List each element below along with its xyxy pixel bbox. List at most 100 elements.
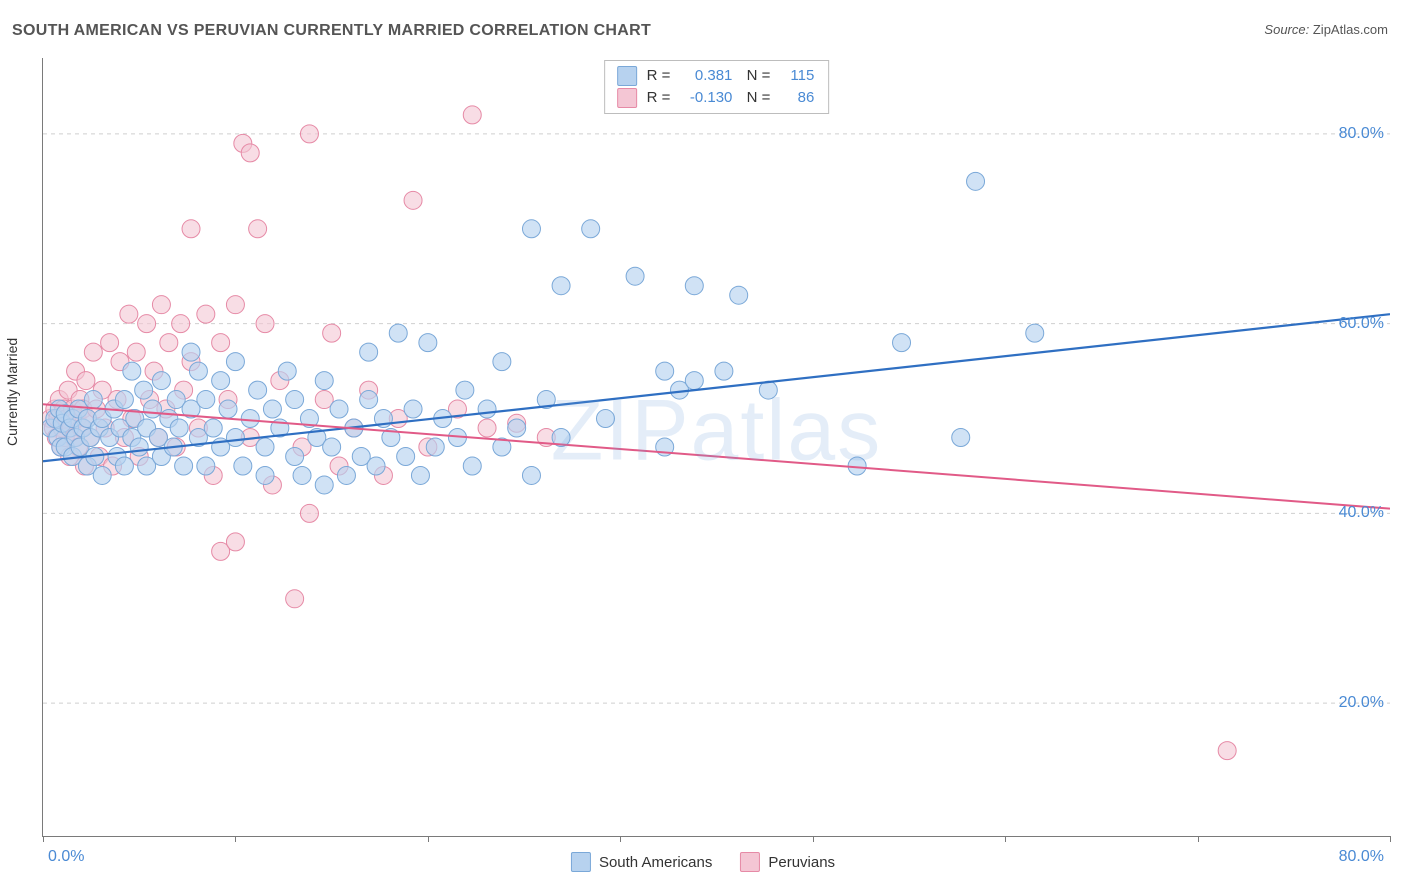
scatter-point: [552, 277, 570, 295]
source-value: ZipAtlas.com: [1313, 22, 1388, 37]
scatter-point: [315, 372, 333, 390]
y-axis-label: 40.0%: [1339, 504, 1384, 522]
scatter-point: [219, 400, 237, 418]
scatter-point: [656, 362, 674, 380]
scatter-point: [249, 381, 267, 399]
scatter-point: [84, 343, 102, 361]
n-value-1: 86: [780, 87, 814, 109]
scatter-point: [256, 438, 274, 456]
plot-area: ZIPatlas R = 0.381 N = 115 R = -0.130 N …: [42, 58, 1390, 837]
scatter-point: [893, 334, 911, 352]
scatter-point: [77, 372, 95, 390]
scatter-point: [197, 305, 215, 323]
scatter-point: [456, 381, 474, 399]
legend-item-1: Peruvians: [740, 852, 835, 872]
source-label: Source:: [1264, 22, 1309, 37]
scatter-point: [337, 466, 355, 484]
scatter-point: [123, 362, 141, 380]
scatter-point: [241, 144, 259, 162]
scatter-point: [256, 315, 274, 333]
scatter-point: [300, 125, 318, 143]
source-attribution: Source: ZipAtlas.com: [1264, 22, 1388, 37]
scatter-point: [226, 429, 244, 447]
scatter-point: [715, 362, 733, 380]
scatter-point: [293, 466, 311, 484]
scatter-point: [508, 419, 526, 437]
scatter-point: [426, 438, 444, 456]
r-label: R =: [647, 65, 671, 87]
scatter-point: [967, 172, 985, 190]
scatter-point: [685, 372, 703, 390]
scatter-point: [170, 419, 188, 437]
scatter-point: [241, 410, 259, 428]
x-tick: [235, 836, 236, 842]
legend-series: South Americans Peruvians: [571, 852, 835, 872]
scatter-point: [404, 191, 422, 209]
scatter-point: [478, 400, 496, 418]
scatter-point: [315, 476, 333, 494]
scatter-point: [138, 315, 156, 333]
chart-container: SOUTH AMERICAN VS PERUVIAN CURRENTLY MAR…: [0, 0, 1406, 892]
scatter-point: [182, 220, 200, 238]
scatter-point: [522, 466, 540, 484]
x-tick: [620, 836, 621, 842]
legend-item-0: South Americans: [571, 852, 712, 872]
n-label: N =: [742, 87, 770, 109]
scatter-point: [234, 457, 252, 475]
legend-stats-row-0: R = 0.381 N = 115: [617, 65, 815, 87]
scatter-point: [93, 466, 111, 484]
scatter-point: [278, 362, 296, 380]
n-label: N =: [742, 65, 770, 87]
y-axis-label: 20.0%: [1339, 694, 1384, 712]
scatter-point: [419, 334, 437, 352]
legend-swatch-1: [740, 852, 760, 872]
r-label: R =: [647, 87, 671, 109]
y-axis-label: 80.0%: [1339, 125, 1384, 143]
x-tick: [813, 836, 814, 842]
legend-label-0: South Americans: [599, 854, 712, 871]
scatter-point: [152, 296, 170, 314]
scatter-point: [226, 296, 244, 314]
scatter-point: [286, 447, 304, 465]
trend-line: [43, 314, 1390, 461]
scatter-point: [626, 267, 644, 285]
scatter-point: [478, 419, 496, 437]
scatter-point: [463, 106, 481, 124]
x-tick: [428, 836, 429, 842]
x-tick: [1005, 836, 1006, 842]
chart-svg: [43, 58, 1390, 836]
n-value-0: 115: [780, 65, 814, 87]
scatter-point: [152, 372, 170, 390]
scatter-point: [130, 438, 148, 456]
scatter-point: [367, 457, 385, 475]
x-tick: [1390, 836, 1391, 842]
scatter-point: [115, 391, 133, 409]
scatter-point: [212, 334, 230, 352]
x-tick: [43, 836, 44, 842]
scatter-point: [330, 400, 348, 418]
r-value-1: -0.130: [680, 87, 732, 109]
scatter-point: [263, 400, 281, 418]
scatter-point: [286, 391, 304, 409]
y-axis-label: 60.0%: [1339, 315, 1384, 333]
scatter-point: [204, 419, 222, 437]
scatter-point: [182, 343, 200, 361]
scatter-point: [101, 334, 119, 352]
scatter-point: [463, 457, 481, 475]
x-tick: [1198, 836, 1199, 842]
scatter-point: [197, 391, 215, 409]
legend-stats: R = 0.381 N = 115 R = -0.130 N = 86: [604, 60, 830, 114]
scatter-point: [323, 324, 341, 342]
scatter-point: [212, 372, 230, 390]
scatter-point: [84, 391, 102, 409]
scatter-point: [389, 324, 407, 342]
scatter-point: [286, 590, 304, 608]
scatter-point: [1026, 324, 1044, 342]
scatter-point: [197, 457, 215, 475]
x-axis-label-min: 0.0%: [48, 848, 84, 866]
scatter-point: [226, 533, 244, 551]
scatter-point: [300, 504, 318, 522]
scatter-point: [730, 286, 748, 304]
scatter-point: [404, 400, 422, 418]
scatter-point: [323, 438, 341, 456]
